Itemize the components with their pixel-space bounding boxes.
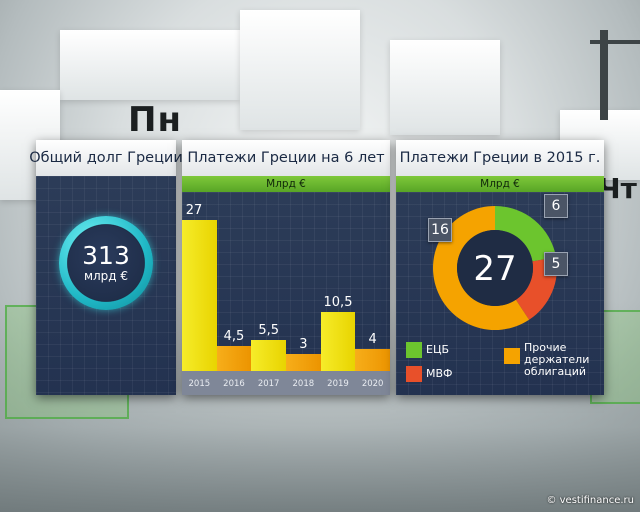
bar-value-label: 10,5 xyxy=(323,295,353,311)
legend-swatch-others xyxy=(504,348,520,364)
payments-6y-unit: Млрд € xyxy=(182,176,390,192)
studio-block xyxy=(390,40,500,135)
bar-2015 xyxy=(182,219,217,371)
studio-block xyxy=(60,30,240,100)
watermark: © vestifinance.ru xyxy=(546,495,634,506)
debt-value: 313 xyxy=(82,241,130,270)
year-label: 2020 xyxy=(361,379,384,389)
studio-sign: Чт xyxy=(598,172,637,205)
donut-slice xyxy=(495,206,557,262)
donut-slice xyxy=(432,206,530,330)
studio-pillar xyxy=(590,40,640,44)
bar-value-label: 5,5 xyxy=(258,323,279,339)
studio-block xyxy=(240,10,360,130)
legend-label-imf: МВФ xyxy=(426,367,453,380)
studio-pillar xyxy=(600,30,608,120)
legend-swatch-imf xyxy=(406,366,422,382)
bar-2020 xyxy=(355,348,390,371)
bar-chart: 27 2015 4,5 2016 5,5 2017 3 2018 10,5 2019 4 2020 xyxy=(182,192,390,395)
bar-2017 xyxy=(251,340,286,371)
year-axis xyxy=(182,371,390,395)
donut-svg: 27 xyxy=(432,206,557,330)
total-debt-title: Общий долг Греции xyxy=(29,140,183,176)
year-label: 2016 xyxy=(223,379,245,389)
bar-value-label: 4 xyxy=(368,331,377,347)
bar-2019 xyxy=(320,312,356,371)
debt-ring-center: 313 млрд € xyxy=(68,225,144,301)
year-label: 2018 xyxy=(292,379,315,389)
legend-swatch-ecb xyxy=(406,342,422,358)
payments-2015-title: Платежи Греции в 2015 г. xyxy=(396,140,604,176)
donut-center xyxy=(457,230,533,306)
payments-6y-panel: Платежи Греции на 6 лет Млрд € 27 2015 4,5… xyxy=(182,140,390,395)
payments-6y-title: Платежи Греции на 6 лет xyxy=(182,140,390,176)
donut-chart: 27 ЕЦБ МВФ Прочие держатели облигаций 6 5… xyxy=(396,192,604,395)
year-label: 2019 xyxy=(327,379,349,389)
payments-2015-unit: Млрд € xyxy=(396,176,604,192)
total-debt-body: 313 млрд € xyxy=(36,176,176,395)
bar-value-label: 27 xyxy=(185,202,203,218)
slice-value-label: 16 xyxy=(428,218,452,242)
slice-value-label: 5 xyxy=(544,252,568,276)
total-debt-panel: Общий долг Греции 313 млрд € xyxy=(29,140,183,395)
legend-label-others: Прочие держатели облигаций xyxy=(524,341,590,378)
year-label: 2017 xyxy=(257,379,280,389)
bar-2018 xyxy=(286,354,321,371)
bar-value-label: 3 xyxy=(299,337,308,353)
debt-ring: 313 млрд € xyxy=(59,216,153,310)
debt-unit: млрд € xyxy=(83,269,129,283)
donut-total: 27 xyxy=(473,249,516,289)
studio-sign: Пн xyxy=(128,100,182,140)
bar-2016 xyxy=(216,345,252,371)
payments-2015-panel: Платежи Греции в 2015 г. Млрд € 27 ЕЦБ М… xyxy=(396,140,604,395)
bar-value-label: 4,5 xyxy=(223,328,245,344)
legend-label-ecb: ЕЦБ xyxy=(426,343,450,356)
year-label: 2015 xyxy=(188,379,211,389)
slice-value-label: 6 xyxy=(544,194,568,218)
